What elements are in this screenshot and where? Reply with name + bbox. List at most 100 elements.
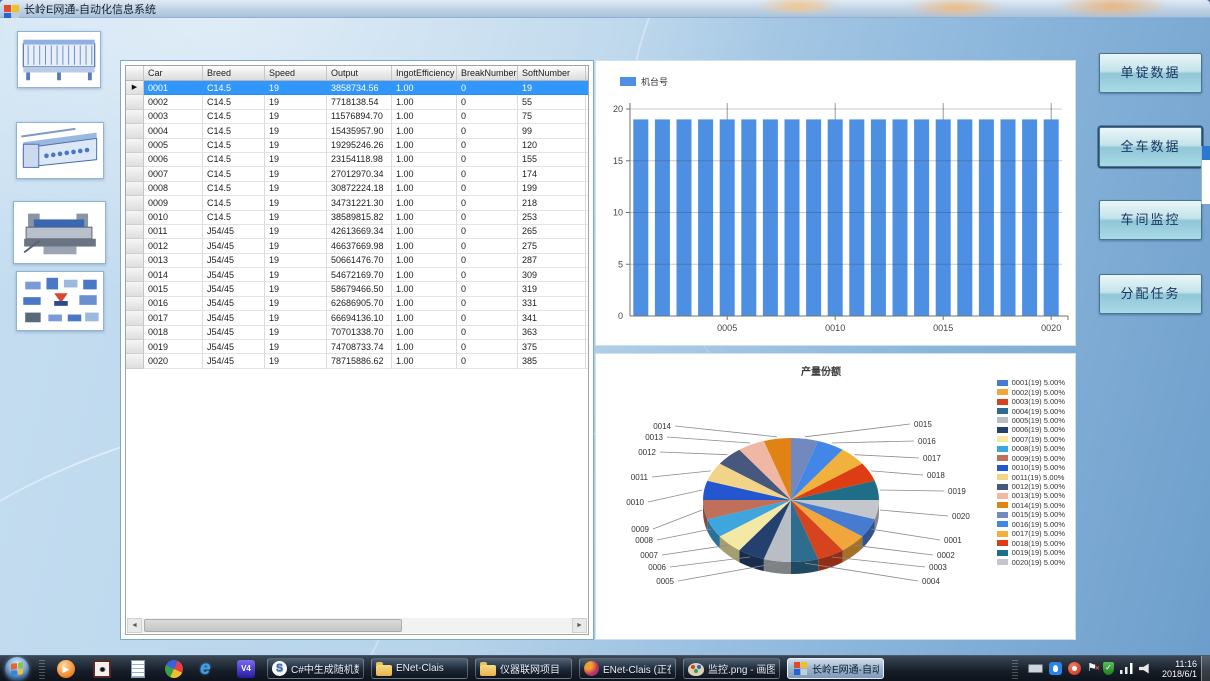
table-cell[interactable]: 34731221.30 xyxy=(327,196,392,211)
table-cell[interactable]: 19 xyxy=(265,282,327,297)
table-cell[interactable]: 0 xyxy=(457,253,518,269)
table-cell[interactable]: 275 xyxy=(518,239,586,254)
table-cell[interactable]: C14.5 xyxy=(203,152,265,168)
table-cell[interactable]: J54/45 xyxy=(203,296,265,312)
green-shield-icon[interactable]: ✓ xyxy=(1102,662,1114,675)
table-cell[interactable]: J54/45 xyxy=(203,325,265,341)
table-cell[interactable]: 58679466.50 xyxy=(327,282,392,297)
machine-thumbnail-4[interactable] xyxy=(16,271,104,331)
table-cell[interactable]: 0 xyxy=(457,95,518,110)
table-cell[interactable]: 38589815.82 xyxy=(327,210,392,225)
table-cell[interactable]: 319 xyxy=(518,282,586,297)
table-cell[interactable]: 0 xyxy=(457,296,518,312)
scroll-right-arrow[interactable]: ► xyxy=(572,618,587,633)
tray-clock[interactable]: 11:16 2018/6/1 xyxy=(1162,659,1197,679)
table-cell[interactable]: 62686905.70 xyxy=(327,296,392,312)
table-cell[interactable]: J54/45 xyxy=(203,239,265,254)
table-cell[interactable]: 27012970.34 xyxy=(327,167,392,182)
table-cell[interactable]: 375 xyxy=(518,340,586,355)
table-cell[interactable]: 120 xyxy=(518,138,586,153)
pinwheel-utility-icon[interactable] xyxy=(162,656,186,681)
table-cell[interactable]: 1.00 xyxy=(392,311,457,326)
table-cell[interactable]: 0 xyxy=(457,81,518,96)
table-cell[interactable]: 19 xyxy=(265,210,327,225)
table-cell[interactable]: 19 xyxy=(265,253,327,269)
column-header[interactable]: SoftNumber xyxy=(518,66,586,81)
internet-explorer-icon[interactable]: e xyxy=(200,657,211,679)
row-header[interactable] xyxy=(126,239,144,254)
table-cell[interactable]: 7718138.54 xyxy=(327,95,392,110)
row-header[interactable] xyxy=(126,152,144,168)
table-cell[interactable]: 0 xyxy=(457,152,518,168)
row-header[interactable] xyxy=(126,340,144,355)
table-cell[interactable]: 0019 xyxy=(144,340,203,355)
table-cell[interactable]: 0006 xyxy=(144,152,203,168)
table-cell[interactable]: 19 xyxy=(265,354,327,369)
action-button-4[interactable]: 分配任务 xyxy=(1099,274,1202,314)
taskbar-window-button[interactable]: 监控.png - 画图 xyxy=(683,658,780,679)
table-cell[interactable]: 253 xyxy=(518,210,586,225)
table-cell[interactable]: 0014 xyxy=(144,268,203,283)
table-cell[interactable]: J54/45 xyxy=(203,311,265,326)
table-cell[interactable]: 309 xyxy=(518,268,586,283)
action-button-2[interactable]: 全车数据 xyxy=(1099,127,1202,167)
table-cell[interactable]: 0013 xyxy=(144,253,203,269)
volume-icon[interactable] xyxy=(1138,663,1149,674)
table-cell[interactable]: 0 xyxy=(457,239,518,254)
taskbar-window-button[interactable]: 仪器联网项目 xyxy=(475,658,572,679)
table-cell[interactable]: 0017 xyxy=(144,311,203,326)
taskbar-window-button[interactable]: ENet-Clais (正在… xyxy=(579,658,676,679)
table-cell[interactable]: 1.00 xyxy=(392,167,457,182)
table-cell[interactable]: 74708733.74 xyxy=(327,340,392,355)
machine-thumbnail-3[interactable] xyxy=(13,201,106,264)
table-cell[interactable]: 0 xyxy=(457,196,518,211)
table-cell[interactable]: 363 xyxy=(518,325,586,341)
table-cell[interactable]: 0 xyxy=(457,311,518,326)
table-cell[interactable]: 75 xyxy=(518,109,586,125)
taskbar-window-button[interactable]: 长岭E网通-自动… xyxy=(787,658,884,679)
table-cell[interactable]: 0 xyxy=(457,354,518,369)
table-cell[interactable]: J54/45 xyxy=(203,340,265,355)
table-cell[interactable]: J54/45 xyxy=(203,253,265,269)
table-cell[interactable]: 78715886.62 xyxy=(327,354,392,369)
table-cell[interactable]: 0 xyxy=(457,124,518,139)
table-cell[interactable]: 54672169.70 xyxy=(327,268,392,283)
table-cell[interactable]: 1.00 xyxy=(392,239,457,254)
table-cell[interactable]: 174 xyxy=(518,167,586,182)
media-player-icon[interactable]: ▶ xyxy=(55,658,77,680)
row-header[interactable] xyxy=(126,253,144,269)
table-cell[interactable]: 99 xyxy=(518,124,586,139)
row-header[interactable] xyxy=(126,109,144,125)
table-cell[interactable]: 0012 xyxy=(144,239,203,254)
table-cell[interactable]: 19295246.26 xyxy=(327,138,392,153)
table-cell[interactable]: C14.5 xyxy=(203,210,265,225)
table-cell[interactable]: 19 xyxy=(518,81,586,96)
table-cell[interactable]: 3858734.56 xyxy=(327,81,392,96)
table-cell[interactable]: 0011 xyxy=(144,224,203,240)
table-cell[interactable]: 0 xyxy=(457,224,518,240)
table-cell[interactable]: 19 xyxy=(265,268,327,283)
network-signal-icon[interactable] xyxy=(1119,663,1133,674)
table-cell[interactable]: 0010 xyxy=(144,210,203,225)
table-cell[interactable]: 0016 xyxy=(144,296,203,312)
notepad-icon[interactable] xyxy=(127,658,149,680)
column-header[interactable]: Car xyxy=(144,66,203,81)
column-header[interactable]: Breed xyxy=(203,66,265,81)
table-cell[interactable]: 1.00 xyxy=(392,124,457,139)
action-button-3[interactable]: 车间监控 xyxy=(1099,200,1202,240)
row-header[interactable] xyxy=(126,196,144,211)
row-header[interactable] xyxy=(126,124,144,139)
column-header[interactable]: Output xyxy=(327,66,392,81)
table-cell[interactable]: 155 xyxy=(518,152,586,168)
table-cell[interactable]: 1.00 xyxy=(392,95,457,110)
machine-thumbnail-2[interactable] xyxy=(16,122,104,179)
column-header[interactable]: Speed xyxy=(265,66,327,81)
table-cell[interactable]: 19 xyxy=(265,167,327,182)
v4-input-method-icon[interactable]: V4 xyxy=(235,658,257,680)
table-cell[interactable]: 50661476.70 xyxy=(327,253,392,269)
row-header[interactable] xyxy=(126,296,144,312)
